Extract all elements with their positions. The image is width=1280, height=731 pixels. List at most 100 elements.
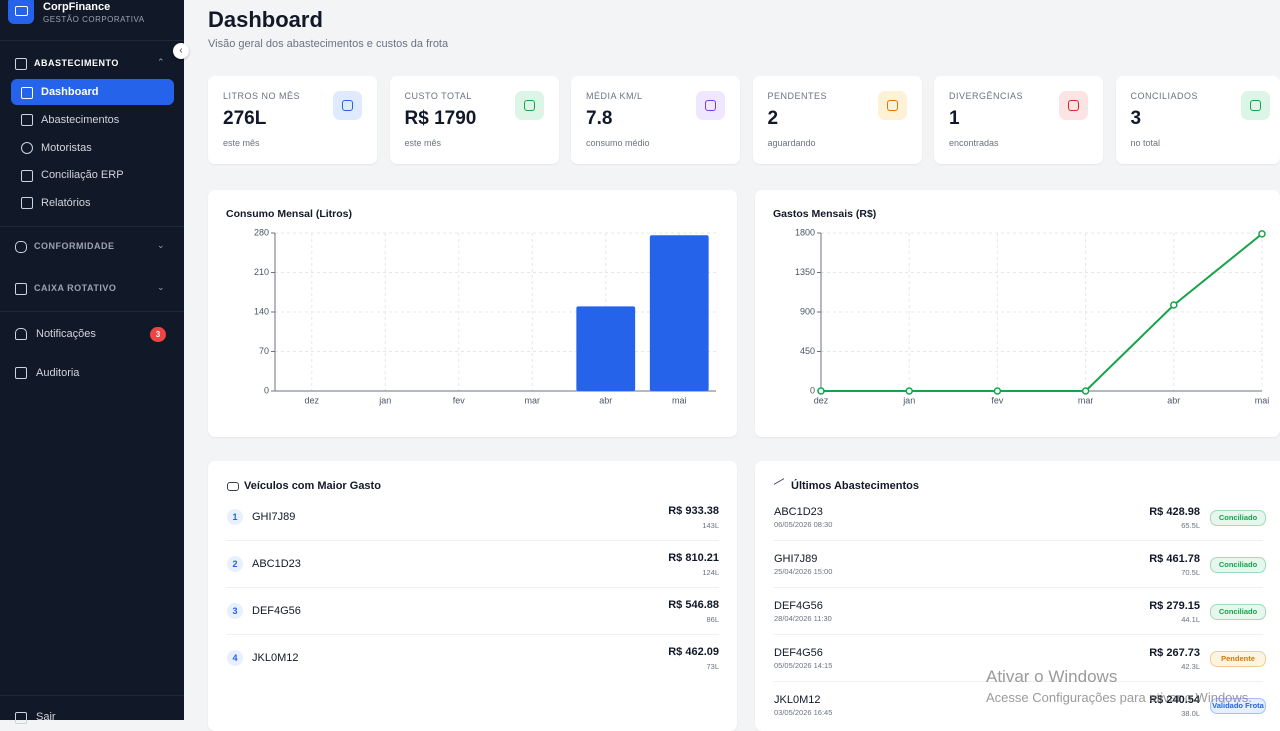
amount: R$ 546.88 (668, 599, 719, 611)
bar (650, 235, 709, 391)
liters: 38.0L (1181, 709, 1200, 718)
x-tick-label: jan (378, 395, 391, 405)
icon-glyph (887, 100, 898, 111)
watermark-title: Ativar o Windows (986, 667, 1117, 687)
plate: DEF4G56 (252, 605, 301, 617)
x-tick-label: fev (991, 395, 1004, 405)
y-tick-label: 140 (254, 306, 269, 316)
nav-link[interactable]: Auditoria (36, 367, 79, 379)
badge: 3 (150, 327, 166, 342)
row-divider (226, 540, 719, 541)
amount: R$ 461.78 (1149, 553, 1200, 565)
status: Conciliado (1210, 510, 1266, 526)
nav-link[interactable]: Notificações (36, 328, 96, 340)
x-tick-label: mai (672, 395, 687, 405)
stat-icon (1241, 91, 1270, 120)
plate: DEF4G56 (774, 600, 823, 612)
nav-group[interactable]: ABASTECIMENTO (34, 58, 119, 68)
y-tick-label: 900 (800, 306, 815, 316)
row-divider (226, 634, 719, 635)
y-tick-label: 450 (800, 346, 815, 356)
chevron: ⌄ (157, 282, 165, 293)
row-divider (226, 587, 719, 588)
icon-glyph (342, 100, 353, 111)
nav-group[interactable]: CONFORMIDADE (34, 241, 115, 251)
x-tick-label: abr (599, 395, 612, 405)
stat-icon (878, 91, 907, 120)
status: Pendente (1210, 651, 1266, 667)
datetime: 03/05/2026 16:45 (774, 708, 832, 717)
datetime: 06/05/2026 08:30 (774, 520, 832, 529)
collapse-button[interactable]: ‹ (173, 43, 189, 59)
amount: R$ 933.38 (668, 505, 719, 517)
point (1171, 302, 1177, 308)
card-title: Últimos Abastecimentos (791, 480, 919, 492)
status: Conciliado (1210, 557, 1266, 573)
liters: 65.5L (1181, 521, 1200, 530)
divider (0, 695, 184, 696)
x-tick-label: mar (525, 395, 541, 405)
plate: ABC1D23 (252, 558, 301, 570)
stat-label: MÉDIA KM/L (586, 91, 643, 101)
icon-glyph (524, 100, 535, 111)
y-tick-label: 280 (254, 227, 269, 237)
nav-item[interactable]: Relatórios (41, 197, 91, 209)
datetime: 05/05/2026 14:15 (774, 661, 832, 670)
liters: 44.1L (1181, 615, 1200, 624)
liters: 86L (706, 615, 719, 624)
page-subtitle: Visão geral dos abastecimentos e custos … (208, 38, 448, 50)
stat-label: CUSTO TOTAL (405, 91, 472, 101)
tagline: GESTÃO CORPORATIVA (43, 15, 145, 24)
stat-icon (696, 91, 725, 120)
x-tick-label: mai (1255, 395, 1270, 405)
stat-label: CONCILIADOS (1131, 91, 1199, 101)
point (906, 388, 912, 394)
x-tick-label: dez (814, 395, 829, 405)
logout[interactable]: Sair (36, 711, 56, 723)
y-tick-label: 70 (259, 346, 269, 356)
y-tick-label: 210 (254, 267, 269, 277)
amount: R$ 810.21 (668, 552, 719, 564)
nav-item[interactable]: Dashboard (41, 86, 98, 98)
card-title: Veículos com Maior Gasto (244, 480, 381, 492)
liters: 70.5L (1181, 568, 1200, 577)
liters: 124L (702, 568, 719, 577)
bar (576, 306, 635, 391)
plate: JKL0M12 (774, 694, 820, 706)
amount: R$ 267.73 (1149, 647, 1200, 659)
point (1259, 231, 1265, 237)
stat-value: R$ 1790 (405, 108, 477, 130)
amount: R$ 462.09 (668, 646, 719, 658)
stat-label: DIVERGÊNCIAS (949, 91, 1023, 101)
x-tick-label: abr (1167, 395, 1180, 405)
plate: GHI7J89 (252, 511, 295, 523)
liters: 42.3L (1181, 662, 1200, 671)
nav-item[interactable]: Motoristas (41, 142, 92, 154)
rank: 3 (227, 603, 243, 619)
y-tick-label: 1800 (795, 227, 815, 237)
nav-item[interactable]: Abastecimentos (41, 114, 119, 126)
point (994, 388, 1000, 394)
plate: JKL0M12 (252, 652, 298, 664)
stat-icon (515, 91, 544, 120)
stat-note: este mês (223, 138, 260, 148)
stat-icon (1059, 91, 1088, 120)
nav-group[interactable]: CAIXA ROTATIVO (34, 283, 116, 293)
stat-note: encontradas (949, 138, 999, 148)
datetime: 25/04/2026 15:00 (774, 567, 832, 576)
rank: 4 (227, 650, 243, 666)
stat-label: PENDENTES (768, 91, 828, 101)
nav-item[interactable]: Conciliação ERP (41, 169, 124, 181)
y-tick-label: 0 (264, 385, 269, 395)
stat-note: no total (1131, 138, 1161, 148)
stat-value: 7.8 (586, 108, 612, 130)
point (818, 388, 824, 394)
